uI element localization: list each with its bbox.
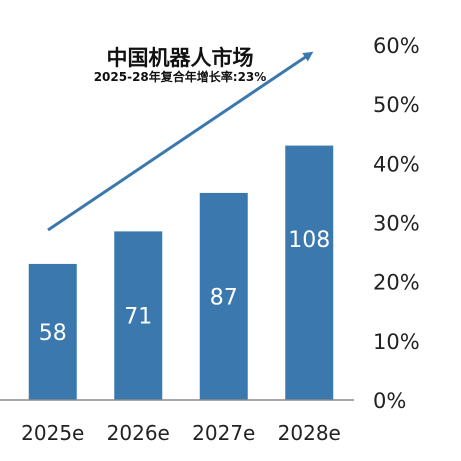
y-tick-label-30: 30% (373, 212, 420, 236)
title-block: 中国机器人市场 2025-28年复合年增长率:23% (50, 46, 310, 85)
category-label-2026e: 2026e (107, 421, 170, 445)
category-label-2025e: 2025e (21, 421, 84, 445)
category-label-2028e: 2028e (278, 421, 341, 445)
chart-subtitle: 2025-28年复合年增长率:23% (93, 70, 267, 84)
data-label-2028e: 108 (288, 228, 330, 253)
y-tick-label-60: 60% (373, 34, 420, 58)
bar-2025e (28, 263, 77, 400)
data-label-2025e: 58 (39, 321, 67, 346)
category-label-2027e: 2027e (192, 421, 255, 445)
trend-arrow (47, 51, 314, 232)
chart-title: 中国机器人市场 (106, 46, 254, 70)
data-label-2026e: 71 (124, 305, 152, 330)
bar-2027e (199, 192, 248, 400)
bar-2028e (285, 145, 334, 400)
y-tick-label-10: 10% (373, 330, 420, 354)
data-label-2027e: 87 (210, 285, 238, 310)
y-tick-label-0: 0% (373, 389, 406, 413)
bar-2026e (114, 231, 163, 400)
y-tick-label-40: 40% (373, 152, 420, 176)
y-tick-label-50: 50% (373, 93, 420, 117)
y-tick-label-20: 20% (373, 271, 420, 295)
